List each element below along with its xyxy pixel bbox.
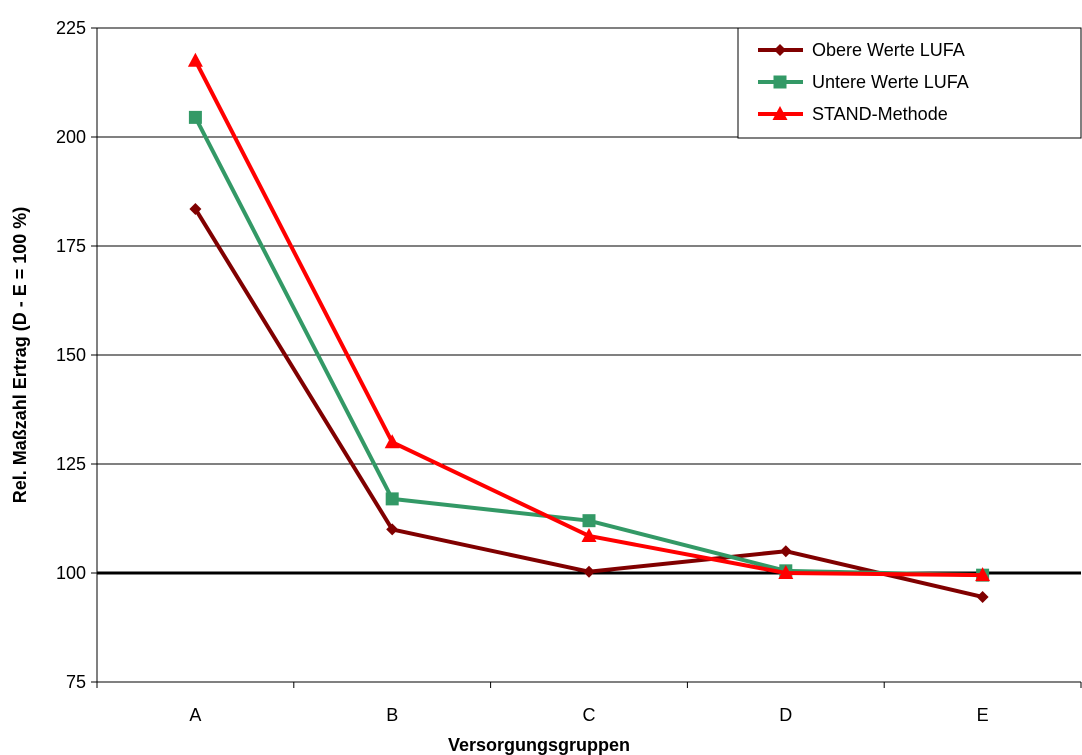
series-group — [187, 52, 991, 603]
legend-item: STAND-Methode — [758, 104, 948, 124]
y-tick-label: 125 — [56, 454, 86, 474]
x-tick-label: A — [189, 705, 201, 725]
data-point-diamond — [386, 523, 399, 536]
data-point-diamond — [774, 44, 786, 56]
data-point-diamond — [583, 565, 595, 578]
data-point-diamond — [779, 545, 792, 558]
x-tick-label: B — [386, 705, 398, 725]
legend-label: STAND-Methode — [812, 104, 948, 124]
data-point-triangle — [778, 565, 794, 579]
data-point-square — [188, 110, 202, 124]
x-tick-label: C — [583, 705, 596, 725]
data-point-square — [773, 75, 787, 89]
y-tick-label: 175 — [56, 236, 86, 256]
y-tick-label: 200 — [56, 127, 86, 147]
y-tick-labels: 75 100 125 150 175 200 225 — [56, 18, 86, 692]
data-point-diamond — [189, 202, 202, 215]
y-tick-label: 150 — [56, 345, 86, 365]
x-tick-label: D — [779, 705, 792, 725]
data-point-triangle — [384, 434, 400, 449]
legend-label: Obere Werte LUFA — [812, 40, 965, 60]
data-point-triangle — [772, 106, 788, 120]
legend-item: Untere Werte LUFA — [758, 72, 969, 92]
data-point-square — [385, 492, 399, 506]
y-tick-label: 225 — [56, 18, 86, 38]
series-1 — [189, 202, 989, 603]
x-axis-title: Versorgungsgruppen — [448, 735, 630, 755]
legend-label: Untere Werte LUFA — [812, 72, 969, 92]
data-point-diamond — [976, 590, 989, 603]
y-tick-label: 75 — [66, 672, 86, 692]
series-3 — [187, 52, 991, 582]
data-point-triangle — [975, 567, 991, 582]
y-tick-label: 100 — [56, 563, 86, 583]
legend: Obere Werte LUFA Untere Werte LUFA STAND-M… — [737, 27, 1082, 139]
legend-item: Obere Werte LUFA — [758, 40, 965, 60]
x-tick-label: E — [977, 705, 989, 725]
y-axis-title: Rel. Maßzahl Ertrag (D - E = 100 %) — [10, 207, 30, 504]
x-tick-labels: A B C D E — [189, 705, 988, 725]
data-point-square — [582, 514, 596, 528]
data-point-triangle — [581, 527, 597, 542]
data-point-triangle — [187, 52, 203, 67]
